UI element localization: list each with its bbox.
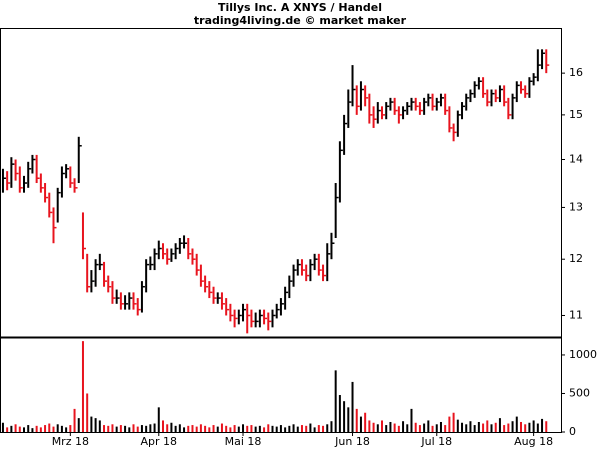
x-tick-label: Apr 18 xyxy=(141,435,178,448)
y-tick-label: 12 xyxy=(569,252,583,265)
y-tick-label: 15 xyxy=(569,108,583,121)
x-tick-label: Mrz 18 xyxy=(52,435,89,448)
y-tick-label: 16 xyxy=(569,66,583,79)
y2-tick-label: 0 xyxy=(569,425,576,438)
x-tick-label: Jul 18 xyxy=(420,435,452,448)
plot-frame xyxy=(0,28,562,433)
y-tick-label: 14 xyxy=(569,153,583,166)
y-tick-label: 13 xyxy=(569,200,583,213)
x-tick-label: Mai 18 xyxy=(225,435,262,448)
y2-tick-label: 500 xyxy=(569,386,590,399)
chart-title: Tillys Inc. A XNYS / Handel xyxy=(218,1,382,14)
chart-subtitle: trading4living.de © market maker xyxy=(194,14,407,27)
y-tick-label: 11 xyxy=(569,308,583,321)
x-tick-label: Aug 18 xyxy=(514,435,553,448)
x-tick-label: Jun 18 xyxy=(334,435,370,448)
y2-tick-label: 1000 xyxy=(569,348,597,361)
